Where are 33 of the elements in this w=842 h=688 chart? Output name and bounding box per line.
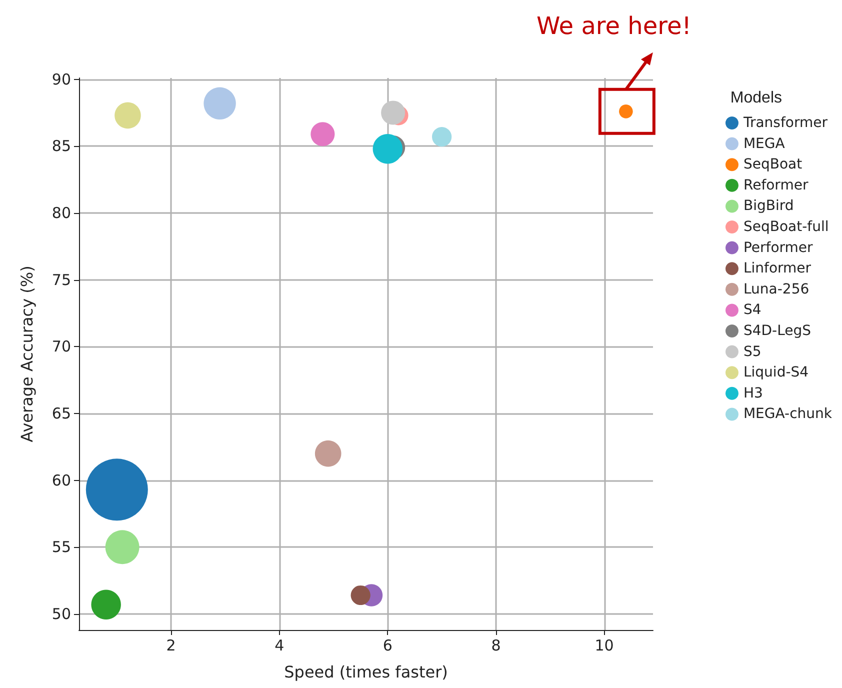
y-tick-label: 85 bbox=[52, 137, 71, 156]
legend-label: Performer bbox=[743, 240, 814, 256]
legend-label: S5 bbox=[743, 344, 762, 360]
x-tick-label: 8 bbox=[491, 636, 501, 654]
y-tick-label: 90 bbox=[52, 70, 71, 88]
annotation: We are here! bbox=[536, 12, 692, 40]
legend-label: SeqBoat-full bbox=[743, 219, 829, 235]
y-axis-title: Average Accuracy (%) bbox=[18, 266, 36, 442]
legend-label: MEGA-chunk bbox=[743, 406, 833, 422]
legend-label: Liquid-S4 bbox=[743, 364, 809, 381]
y-tick-label: 80 bbox=[52, 204, 71, 222]
x-tick-label: 4 bbox=[274, 636, 284, 654]
legend-label: SeqBoat bbox=[743, 156, 803, 173]
legend-label: S4D-LegS bbox=[743, 323, 812, 339]
legend-label: Linformer bbox=[743, 260, 812, 277]
legend-label: Reformer bbox=[743, 177, 808, 194]
y-tick-label: 70 bbox=[52, 338, 71, 356]
y-tick-label: 60 bbox=[52, 471, 71, 490]
x-axis-title: Speed (times faster) bbox=[284, 662, 448, 682]
legend-label: MEGA bbox=[743, 136, 786, 152]
x-tick-label: 10 bbox=[594, 636, 614, 654]
x-tick-label: 2 bbox=[166, 636, 176, 654]
legend-label: Luna-256 bbox=[743, 281, 810, 298]
legend-label: Transformer bbox=[742, 115, 828, 131]
legend-title: Models bbox=[730, 90, 782, 106]
legend-label: S4 bbox=[743, 302, 762, 318]
y-tick-label: 55 bbox=[52, 538, 71, 556]
x-tick-label: 6 bbox=[382, 636, 392, 654]
y-tick-label: 65 bbox=[52, 404, 71, 422]
y-tick-label: 75 bbox=[52, 270, 71, 289]
legend-label: BigBird bbox=[743, 198, 794, 214]
legend-label: H3 bbox=[743, 385, 763, 402]
y-tick-label: 50 bbox=[52, 604, 71, 623]
